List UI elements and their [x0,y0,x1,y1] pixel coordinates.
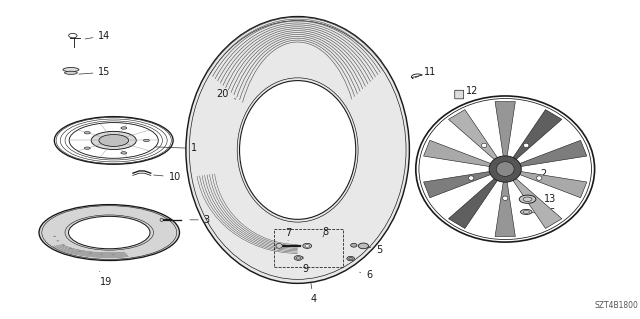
Text: 20: 20 [216,89,236,100]
Text: 7: 7 [285,227,291,241]
Polygon shape [449,178,498,228]
Text: 16: 16 [532,209,556,219]
Text: 12: 12 [461,86,478,96]
Text: 6: 6 [360,271,372,280]
Text: 13: 13 [535,194,556,204]
Ellipse shape [63,68,79,72]
Ellipse shape [468,176,474,180]
Ellipse shape [84,131,90,134]
Ellipse shape [56,240,60,241]
Ellipse shape [305,245,310,247]
Text: SZT4B1800: SZT4B1800 [594,301,638,310]
Ellipse shape [91,131,136,150]
FancyBboxPatch shape [455,90,464,99]
Ellipse shape [186,17,410,283]
Ellipse shape [358,243,369,249]
Ellipse shape [100,254,103,255]
Ellipse shape [489,156,522,182]
Text: 14: 14 [85,31,111,41]
Text: 5: 5 [367,245,383,255]
Ellipse shape [68,216,150,249]
Polygon shape [513,178,562,228]
Ellipse shape [69,248,72,249]
Ellipse shape [351,243,357,247]
Text: 1: 1 [156,143,197,153]
Ellipse shape [276,243,282,248]
Ellipse shape [112,254,115,255]
Polygon shape [424,140,492,167]
Polygon shape [513,110,562,160]
Text: 19: 19 [100,271,112,287]
Ellipse shape [524,143,529,148]
Polygon shape [424,171,492,198]
Ellipse shape [303,243,312,249]
Bar [274,229,343,268]
Ellipse shape [347,256,355,261]
Ellipse shape [99,135,129,146]
Ellipse shape [39,204,179,261]
Ellipse shape [481,143,487,148]
Ellipse shape [89,253,92,254]
Ellipse shape [536,176,542,180]
Ellipse shape [160,218,163,221]
Text: 8: 8 [322,227,328,237]
Ellipse shape [519,195,536,203]
Text: 3: 3 [190,215,210,225]
Ellipse shape [496,162,514,176]
Polygon shape [449,110,498,160]
Ellipse shape [84,147,90,149]
Ellipse shape [65,71,77,74]
Ellipse shape [53,236,56,237]
Ellipse shape [239,81,356,219]
Ellipse shape [79,251,81,252]
Polygon shape [495,182,515,236]
Text: 4: 4 [310,283,317,304]
Polygon shape [495,101,515,157]
Polygon shape [519,171,587,198]
Ellipse shape [121,152,127,154]
Polygon shape [519,140,587,167]
Ellipse shape [62,244,65,245]
Ellipse shape [143,139,149,142]
Ellipse shape [520,209,532,214]
Text: 10: 10 [154,172,181,182]
Text: 9: 9 [303,256,309,274]
Text: 11: 11 [415,67,436,78]
Ellipse shape [121,127,127,129]
Text: 15: 15 [79,67,111,77]
Text: 2: 2 [520,169,547,179]
Ellipse shape [294,256,303,260]
Ellipse shape [502,196,508,200]
Ellipse shape [416,96,595,242]
